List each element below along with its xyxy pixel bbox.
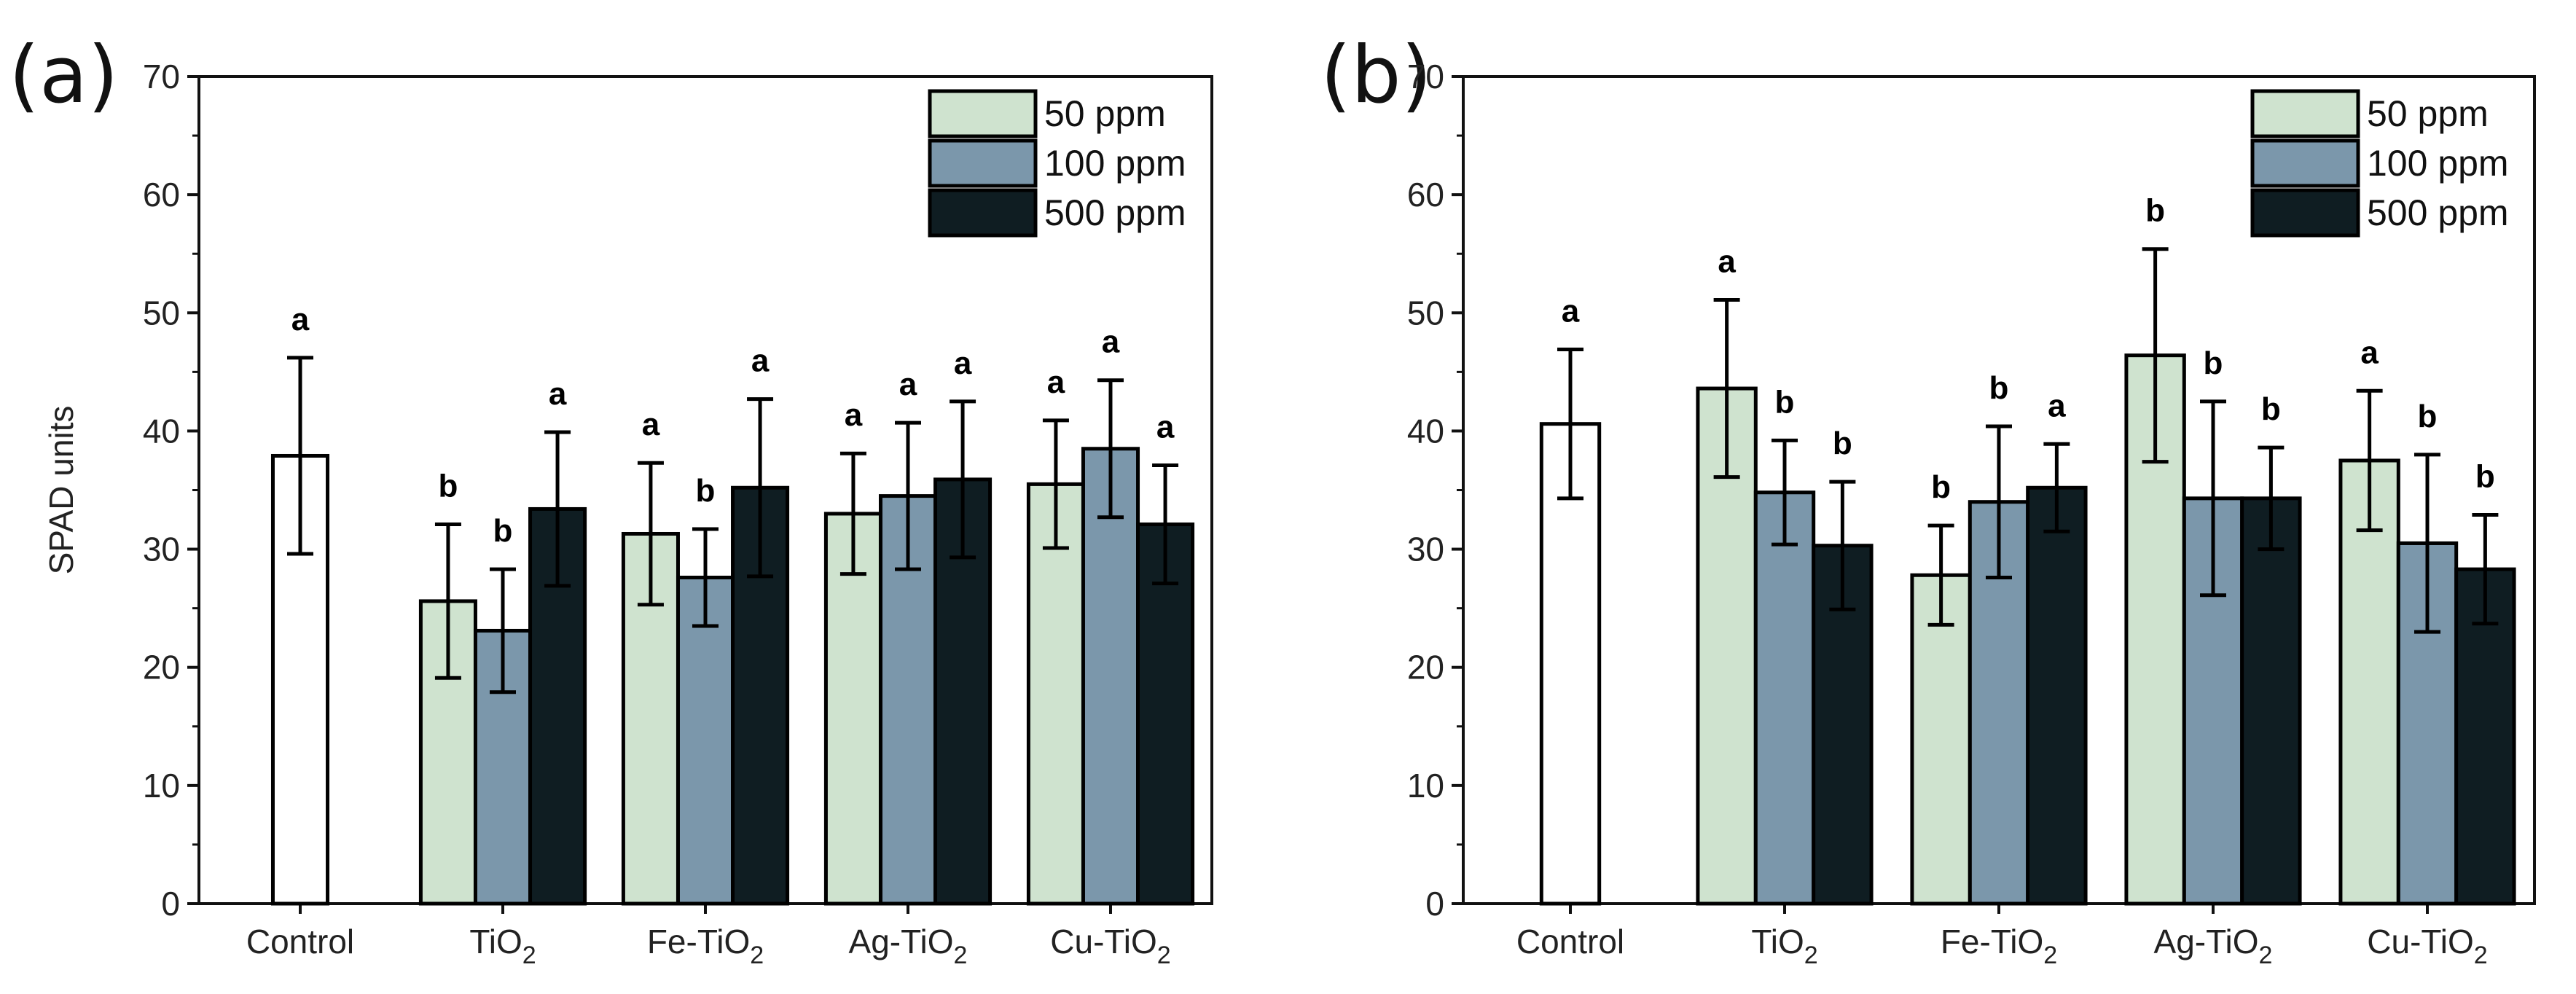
x-tick-label-subscript: 2 [954,942,968,969]
x-tick-label: Fe-TiO2 [1941,923,2057,969]
x-tick-label-main: Cu-TiO [1050,923,1157,960]
series-0-significance-label: b [438,469,458,504]
x-tick-label-main: Ag-TiO [849,923,954,960]
series-1-significance-label: b [1775,384,1795,420]
series-1-bar [676,575,735,906]
x-tick-label: Cu-TiO2 [2367,923,2487,969]
series-1-significance-label: b [696,473,716,509]
series-1-bar [1753,490,1816,906]
x-tick-label-main: TiO [469,923,522,960]
series-1-significance-label: b [2418,399,2438,434]
x-tick-label: Control [246,923,354,960]
x-tick-label: Ag-TiO2 [849,923,968,969]
legend-label: 500 ppm [2367,192,2509,233]
legend-label: 50 ppm [2367,93,2489,134]
series-2-bar [933,477,993,906]
series-2-significance-label: b [2261,391,2281,427]
x-tick-label: TiO2 [1751,923,1817,969]
legend-swatch [2250,138,2360,188]
series-0-significance-label: a [2360,334,2379,370]
y-tick-label: 20 [1407,649,1444,686]
series-2-significance-label: a [2048,388,2066,423]
x-tick-label-subscript: 2 [750,942,764,969]
y-tick-label: 50 [143,294,180,332]
x-tick-label: Fe-TiO2 [647,923,764,969]
legend-label: 100 ppm [2367,143,2509,184]
series-0-significance-label: a [845,397,863,433]
x-tick-label: TiO2 [469,923,536,969]
series-0-significance-label: b [1931,469,1951,505]
y-tick-label: 70 [143,58,180,95]
series-2-significance-label: a [954,345,972,381]
control-significance-label: a [1562,294,1580,329]
y-tick-label: 50 [1407,294,1444,332]
y-tick-label: 40 [1407,412,1444,450]
series-1-bar [1081,447,1140,906]
y-tick-label: 0 [1425,885,1444,923]
legend-swatch [928,89,1038,138]
y-axis-title: SPAD units [42,406,80,575]
x-tick-label-main: Control [1516,923,1624,960]
series-2-bar [2026,485,2088,906]
y-tick-label: 40 [143,412,180,450]
control-bar [270,453,330,906]
legend-label: 100 ppm [1044,143,1186,184]
x-tick-label-subscript: 2 [2043,942,2057,969]
legend-swatch [928,138,1038,188]
y-tick-label: 10 [143,767,180,805]
series-2-bar [1136,523,1195,906]
panel-label: (b) [1320,30,1432,121]
control-bar [1539,422,1602,906]
x-tick-label-main: Fe-TiO [1941,923,2043,960]
y-tick-label: 30 [1407,531,1444,568]
series-0-significance-label: a [1047,364,1065,400]
y-tick-label: 60 [1407,176,1444,214]
series-2-significance-label: a [549,376,567,412]
x-tick-label-subscript: 2 [2474,942,2488,969]
legend-swatch [2250,188,2360,238]
x-tick-label-subscript: 2 [1157,942,1171,969]
y-tick-label: 10 [1407,767,1444,805]
series-2-significance-label: a [751,343,770,379]
x-tick-label-main: Control [246,923,354,960]
series-2-significance-label: a [1156,409,1175,445]
series-1-significance-label: b [1989,370,2009,406]
series-0-bar [823,512,882,906]
series-0-significance-label: b [2145,193,2165,229]
legend-label: 500 ppm [1044,192,1186,233]
y-tick-label: 30 [143,531,180,568]
series-1-significance-label: b [2204,345,2223,381]
y-tick-label: 60 [143,176,180,214]
panel-label: (a) [9,30,118,121]
x-tick-label-main: Cu-TiO [2367,923,2474,960]
x-tick-label-subscript: 2 [1804,942,1818,969]
legend-swatch [2250,89,2360,138]
x-tick-label: Control [1516,923,1624,960]
series-0-significance-label: a [642,407,660,442]
y-tick-label: 20 [143,649,180,686]
x-tick-label-main: TiO [1751,923,1804,960]
x-tick-label-main: Ag-TiO [2154,923,2259,960]
series-0-bar [1910,573,1972,906]
x-tick-label: Cu-TiO2 [1050,923,1170,969]
series-0-significance-label: a [1718,243,1736,279]
series-1-significance-label: a [899,367,917,402]
x-tick-label-main: Fe-TiO [647,923,750,960]
y-tick-label: 70 [1407,58,1444,95]
x-tick-label-subscript: 2 [522,942,536,969]
legend-swatch [928,188,1038,238]
x-tick-label-subscript: 2 [2259,942,2273,969]
x-tick-label: Ag-TiO2 [2154,923,2273,969]
series-1-significance-label: b [493,513,513,549]
series-2-significance-label: b [2475,459,2495,495]
series-2-bar [2240,496,2302,906]
series-1-significance-label: a [1102,324,1120,360]
y-tick-label: 0 [161,885,180,923]
control-significance-label: a [291,302,310,337]
legend-label: 50 ppm [1044,93,1166,134]
series-2-significance-label: b [1833,426,1852,461]
